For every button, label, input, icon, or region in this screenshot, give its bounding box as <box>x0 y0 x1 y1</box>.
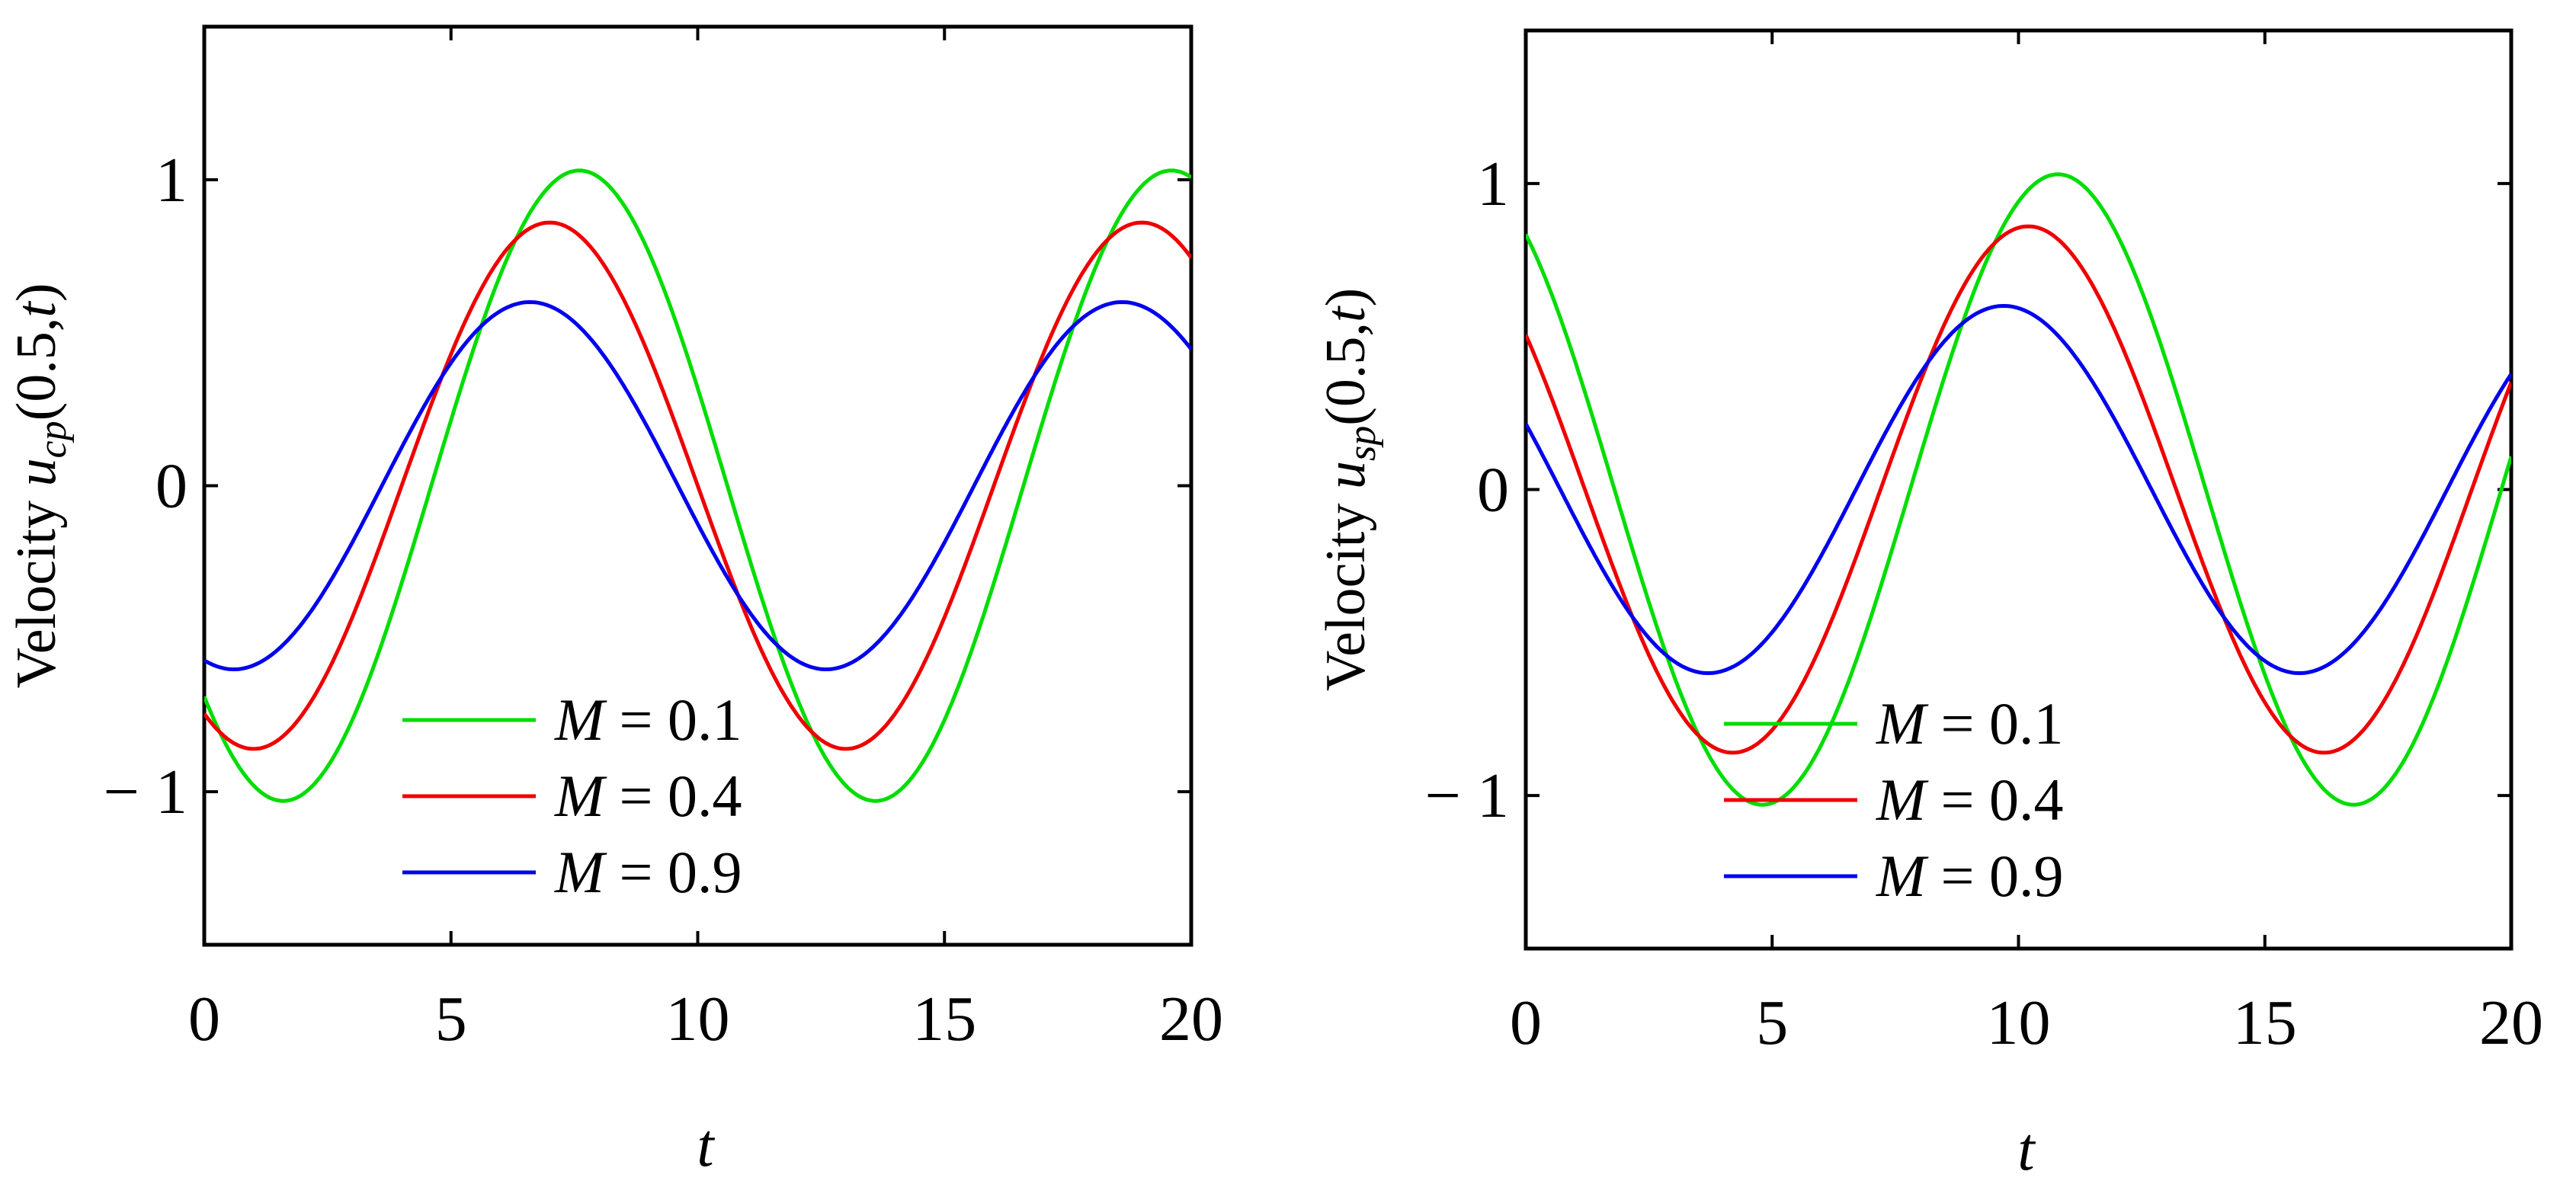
legend-label-1: M = 0.1 <box>1876 690 2063 757</box>
x-tick-label: 15 <box>912 984 976 1054</box>
y-axis-title: Velocity ucp(0.5,t) <box>5 283 75 688</box>
legend-label-1: M = 0.1 <box>554 686 742 753</box>
x-tick-label: 5 <box>435 984 467 1054</box>
x-tick-label: 10 <box>1987 987 2051 1058</box>
series-line-1 <box>204 168 1191 803</box>
y-tick-label: − 1 <box>104 757 187 827</box>
y-tick-label: 0 <box>1477 455 1509 526</box>
y-tick-label: 0 <box>155 451 187 522</box>
series-line-3 <box>1526 303 2511 676</box>
chart-panel-1: 0 5 10 15 20 − 1 0 1 t Velocity ucp(0.5,t) M = 0.1… <box>5 24 1223 1179</box>
legend-label-3: M = 0.9 <box>554 839 742 905</box>
series-line-1 <box>1526 172 2511 807</box>
x-axis-title: t <box>2017 1116 2036 1183</box>
x-tick-label: 0 <box>1510 987 1542 1058</box>
x-tick-label: 5 <box>1756 987 1788 1058</box>
series-line-2 <box>1526 224 2511 755</box>
series-line-3 <box>204 299 1191 672</box>
y-axis-title: Velocity usp(0.5,t) <box>1315 288 1384 691</box>
x-tick-label: 15 <box>2233 987 2297 1058</box>
x-tick-label: 10 <box>666 984 730 1054</box>
x-axis-title: t <box>697 1112 715 1179</box>
legend-label-2: M = 0.4 <box>1876 766 2063 833</box>
series-line-2 <box>204 220 1191 751</box>
x-tick-label: 0 <box>188 984 220 1054</box>
chart-panel-2: 0 5 10 15 20 − 1 0 1 t Velocity usp(0.5,t) M = 0.1… <box>1315 28 2543 1183</box>
legend-label-3: M = 0.9 <box>1876 843 2063 909</box>
y-tick-label: − 1 <box>1425 760 1509 831</box>
x-tick-label: 20 <box>1159 984 1223 1054</box>
y-tick-label: 1 <box>155 145 187 216</box>
y-tick-label: 1 <box>1477 149 1509 219</box>
legend-label-2: M = 0.4 <box>554 763 742 829</box>
x-tick-label: 20 <box>2479 987 2543 1058</box>
